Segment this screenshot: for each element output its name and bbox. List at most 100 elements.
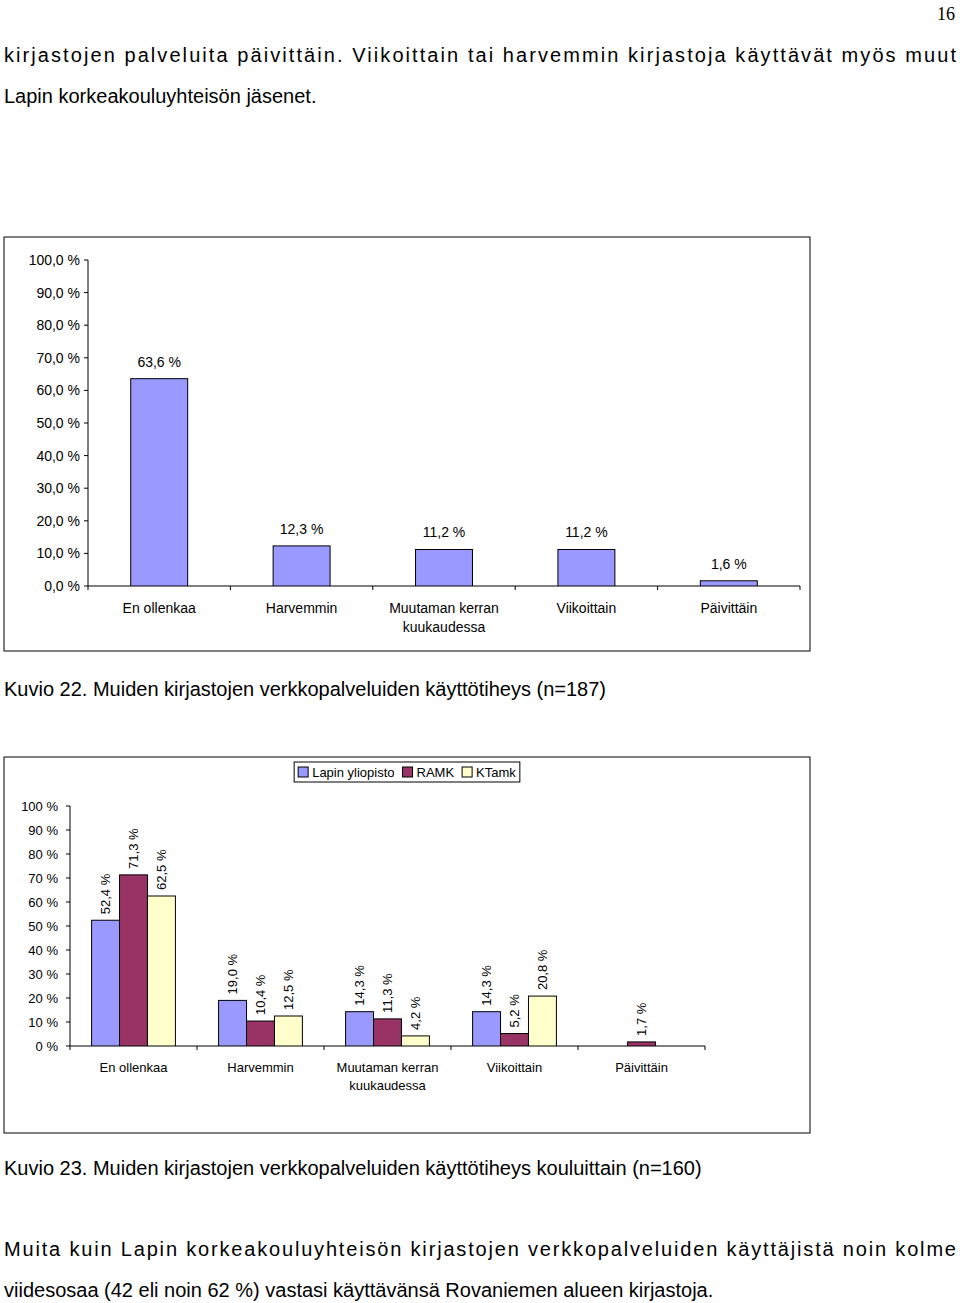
bar: [273, 546, 330, 586]
data-label: 10,4 %: [253, 974, 268, 1015]
x-tick-label: En ollenkaa: [123, 600, 196, 616]
y-tick-label: 20 %: [28, 991, 58, 1006]
x-tick-label-line: Viikoittain: [487, 1060, 542, 1075]
y-tick: [84, 390, 88, 391]
y-tick-label: 80,0 %: [36, 317, 80, 333]
legend-label: KTamk: [476, 765, 516, 780]
x-tick-label: Viikoittain: [487, 1060, 542, 1075]
y-tick-label: 70 %: [28, 871, 58, 886]
x-tick-label: Viikoittain: [557, 600, 617, 616]
bar: [528, 996, 556, 1046]
y-tick: [66, 1022, 70, 1023]
y-tick: [84, 553, 88, 554]
y-tick-label: 60,0 %: [36, 382, 80, 398]
x-tick-label: Harvemmin: [227, 1060, 293, 1075]
x-tick: [70, 1046, 71, 1050]
y-tick: [66, 854, 70, 855]
x-tick-label-line: En ollenkaa: [100, 1060, 169, 1075]
x-tick-label: Päivittäin: [615, 1060, 668, 1075]
data-label: 19,0 %: [225, 953, 240, 994]
x-tick-label: Harvemmin: [266, 600, 338, 616]
data-labels: 63,6 %12,3 %11,2 %11,2 %1,6 %: [137, 354, 746, 572]
chart: 0,0 %10,0 %20,0 %30,0 %40,0 %50,0 %60,0 …: [4, 237, 810, 651]
data-label: 5,2 %: [507, 994, 522, 1028]
bar: [120, 875, 148, 1046]
paragraph-line: Muita kuin Lapin korkeakouluyhteisön kir…: [4, 1238, 956, 1260]
data-labels: 52,4 %19,0 %14,3 %14,3 %71,3 %10,4 %11,3…: [98, 828, 649, 1036]
bar: [131, 379, 188, 586]
x-tick: [800, 586, 801, 590]
legend-label: Lapin yliopisto: [312, 765, 394, 780]
data-label: 11,2 %: [565, 524, 608, 540]
data-label: 14,3 %: [479, 965, 494, 1006]
y-tick-label: 40 %: [28, 943, 58, 958]
bar: [473, 1012, 501, 1046]
bar: [346, 1012, 374, 1046]
data-label: 1,7 %: [634, 1002, 649, 1036]
y-tick-label: 30 %: [28, 967, 58, 982]
x-tick: [515, 586, 516, 590]
x-tick: [578, 1046, 579, 1050]
y-axis: [88, 260, 89, 586]
y-tick: [84, 586, 88, 587]
caption: Kuvio 23. Muiden kirjastojen verkkopalve…: [4, 1157, 702, 1179]
y-tick: [66, 806, 70, 807]
data-label: 12,3 %: [280, 521, 324, 537]
y-tick: [84, 488, 88, 489]
y-tick-label: 30,0 %: [36, 480, 80, 496]
x-tick: [197, 1046, 198, 1050]
x-tick: [705, 1046, 706, 1050]
y-tick: [66, 974, 70, 975]
x-tick: [88, 586, 89, 590]
data-label: 4,2 %: [408, 996, 423, 1030]
bars: [92, 875, 656, 1046]
y-tick-label: 10,0 %: [36, 545, 80, 561]
y-axis: [70, 806, 71, 1046]
bar: [700, 581, 757, 586]
bar: [416, 549, 473, 586]
legend-label: RAMK: [417, 765, 455, 780]
chart-frame: [4, 237, 810, 651]
paragraph-line: Lapin korkeakouluyhteisön jäsenet.: [4, 85, 316, 107]
y-tick: [66, 998, 70, 999]
data-label: 11,3 %: [380, 973, 395, 1013]
y-tick: [84, 325, 88, 326]
chart-frame: [4, 757, 810, 1133]
y-tick: [84, 423, 88, 424]
x-tick-label: Muutaman kerran kuukaudessa: [337, 1060, 439, 1093]
x-tick: [372, 586, 373, 590]
y-tick: [66, 902, 70, 903]
bar: [219, 1000, 247, 1046]
x-tick-label: Muutaman kerrankuukaudessa: [389, 600, 499, 635]
bar: [247, 1021, 275, 1046]
legend: Lapin yliopisto RAMK KTamk: [294, 762, 520, 782]
bar: [374, 1019, 402, 1046]
page-number: 16: [937, 4, 955, 24]
page: {"page_number": "16", "intro": ["kirjast…: [0, 0, 960, 1303]
y-tick: [84, 260, 88, 261]
y-tick-label: 60 %: [28, 895, 58, 910]
x-tick-label-line: Päivittäin: [700, 600, 757, 616]
y-tick: [84, 292, 88, 293]
y-tick-label: 80 %: [28, 847, 58, 862]
y-tick: [84, 455, 88, 456]
y-tick: [66, 830, 70, 831]
y-tick: [66, 1046, 70, 1047]
x-tick-label-line: Muutaman kerran: [337, 1060, 439, 1075]
y-tick-label: 20,0 %: [36, 513, 80, 529]
data-label: 20,8 %: [535, 949, 550, 990]
data-label: 11,2 %: [423, 524, 466, 540]
y-tick-label: 0 %: [36, 1039, 59, 1054]
y-tick-label: 90,0 %: [36, 285, 80, 301]
y-tick-label: 100 %: [21, 799, 58, 814]
y-tick-label: 50 %: [28, 919, 58, 934]
x-tick-label-line: kuukaudessa: [349, 1078, 426, 1093]
y-tick-label: 90 %: [28, 823, 58, 838]
data-label: 52,4 %: [98, 873, 113, 914]
bar: [274, 1016, 302, 1046]
y-tick-label: 100,0 %: [29, 252, 80, 268]
data-label: 1,6 %: [711, 556, 747, 572]
bar: [558, 549, 615, 586]
data-label: 71,3 %: [126, 828, 141, 869]
bar: [401, 1036, 429, 1046]
